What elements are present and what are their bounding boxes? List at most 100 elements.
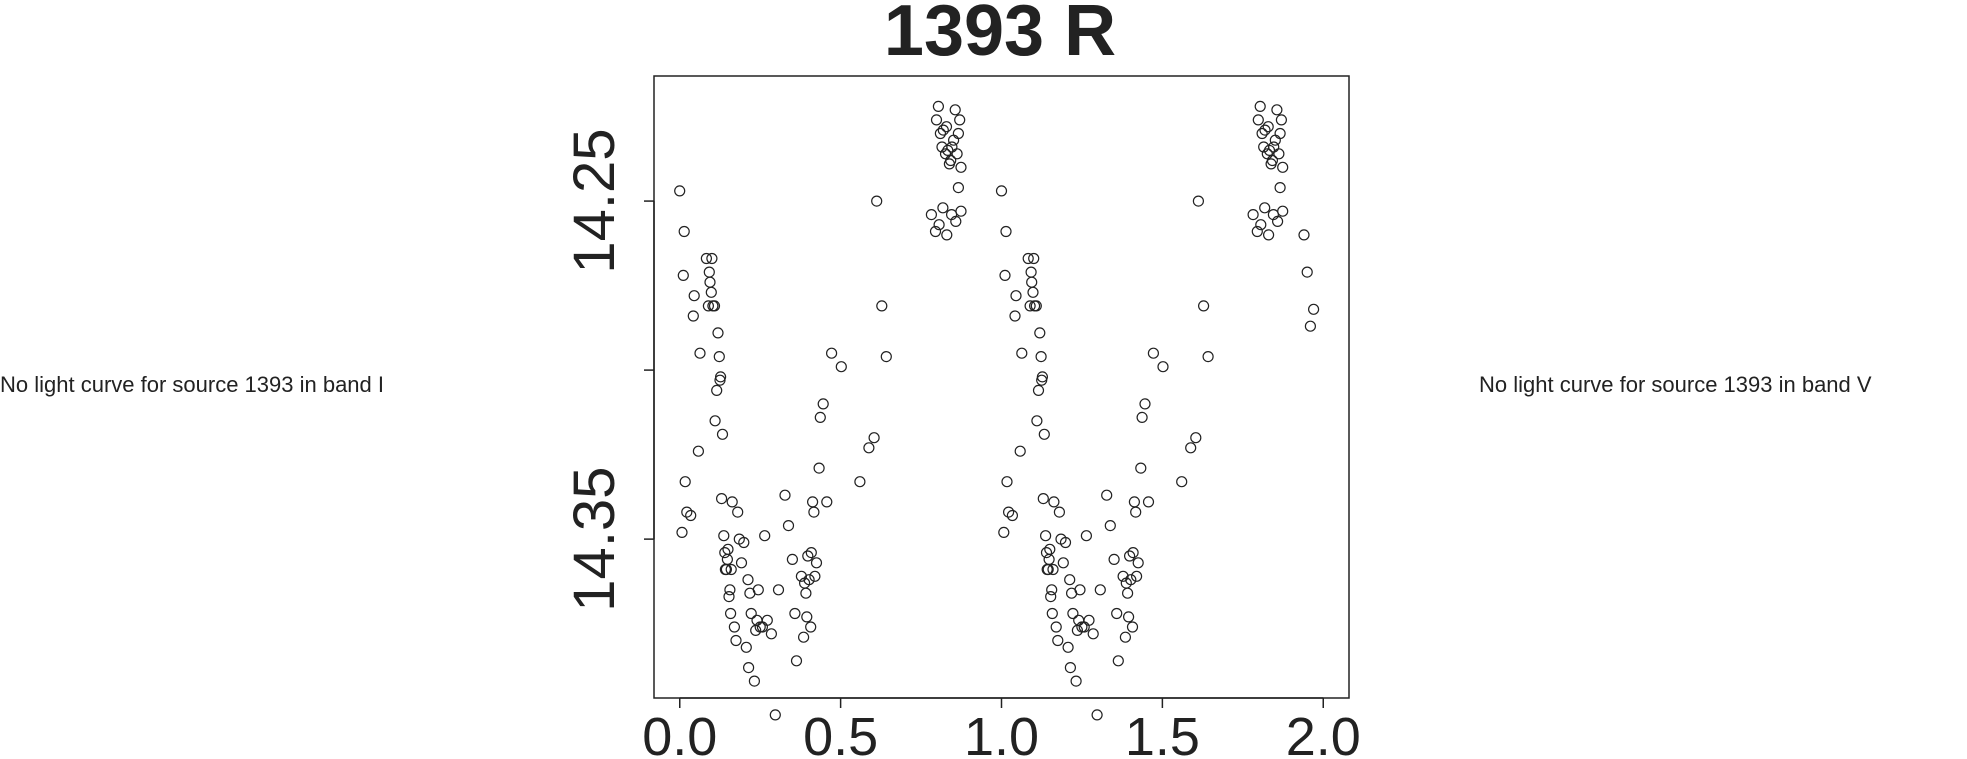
data-point (1269, 134, 1281, 146)
data-point (1127, 546, 1139, 559)
data-point (1010, 290, 1022, 302)
data-point (1139, 398, 1151, 410)
data-point (1255, 219, 1267, 231)
data-point (711, 384, 723, 396)
data-point (1128, 496, 1141, 508)
data-point (1074, 584, 1086, 596)
data-point (955, 161, 967, 173)
data-point (742, 574, 754, 586)
data-point (712, 327, 724, 339)
data-point (1304, 320, 1317, 332)
data-point (1307, 303, 1320, 315)
data-point (1125, 574, 1137, 586)
x-tick-label: 2.0 (1286, 707, 1361, 759)
data-point (1064, 661, 1077, 674)
data-point (1185, 442, 1197, 454)
data-point (703, 266, 715, 278)
x-tick-label: 0.0 (642, 707, 717, 759)
data-point (1136, 411, 1148, 423)
data-point (1067, 607, 1079, 620)
data-point (1298, 229, 1310, 241)
data-point (805, 621, 817, 633)
data-point (1037, 493, 1049, 505)
data-point (940, 121, 953, 133)
data-point (1046, 607, 1058, 620)
data-point (728, 621, 741, 633)
data-point (681, 506, 693, 518)
data-point (674, 185, 686, 197)
data-point (1027, 286, 1039, 298)
data-point (704, 276, 716, 288)
data-point (1202, 351, 1214, 363)
data-point (1142, 496, 1155, 508)
data-point (1040, 546, 1053, 559)
data-point (1190, 432, 1202, 444)
data-point (1147, 347, 1160, 359)
data-point (1038, 428, 1050, 440)
data-point (1259, 202, 1271, 214)
x-tick-label: 1.0 (964, 707, 1039, 759)
y-axis: 14.25 14.35 (562, 128, 655, 612)
data-point (814, 411, 826, 423)
data-point (808, 506, 820, 518)
data-point (802, 550, 814, 562)
data-point (1024, 300, 1036, 312)
data-point (735, 557, 748, 569)
data-point (1094, 584, 1106, 596)
data-point (805, 546, 817, 559)
data-point (1022, 252, 1034, 265)
data-point (687, 310, 699, 322)
no-light-curve-note-band-i: No light curve for source 1393 in band I (0, 372, 385, 397)
data-point (745, 607, 757, 620)
data-point (1032, 384, 1045, 396)
data-point (955, 205, 967, 217)
data-point (950, 215, 962, 227)
data-point (1122, 611, 1135, 623)
data-point (714, 371, 727, 383)
data-point (1256, 127, 1268, 140)
data-point (954, 114, 966, 126)
data-point (1062, 641, 1074, 653)
data-point (732, 506, 744, 518)
data-point (1014, 445, 1026, 457)
data-point (809, 570, 821, 582)
data-point (1026, 276, 1038, 288)
data-point (1047, 563, 1059, 576)
data-point (1262, 121, 1274, 133)
data-point (700, 252, 713, 265)
data-point (1025, 266, 1037, 278)
data-point (1030, 300, 1042, 312)
data-point (952, 182, 965, 194)
data-point (930, 114, 943, 126)
data-point (1034, 327, 1046, 339)
data-point (772, 584, 785, 596)
data-point (854, 476, 866, 488)
data-point (694, 347, 706, 359)
data-point (825, 347, 838, 359)
data-point (706, 252, 718, 265)
data-point (951, 148, 963, 160)
data-point (761, 614, 773, 626)
data-point (1108, 553, 1120, 566)
data-point (722, 543, 734, 555)
data-point (1001, 476, 1013, 488)
data-point (1271, 104, 1283, 116)
data-point (1121, 587, 1134, 599)
data-point (1252, 114, 1264, 126)
data-point (1091, 709, 1103, 721)
data-point (1130, 570, 1143, 582)
data-point (945, 154, 957, 167)
data-point (738, 536, 750, 549)
data-point (1259, 124, 1271, 136)
data-point (1119, 631, 1132, 643)
data-point (769, 709, 781, 721)
x-tick-label: 0.5 (803, 707, 878, 759)
data-point (709, 415, 721, 427)
data-point (1271, 215, 1284, 227)
data-point (1009, 310, 1021, 322)
data-point (1132, 557, 1144, 569)
data-point (795, 570, 808, 582)
data-point (725, 563, 737, 576)
data-point (1157, 361, 1169, 373)
